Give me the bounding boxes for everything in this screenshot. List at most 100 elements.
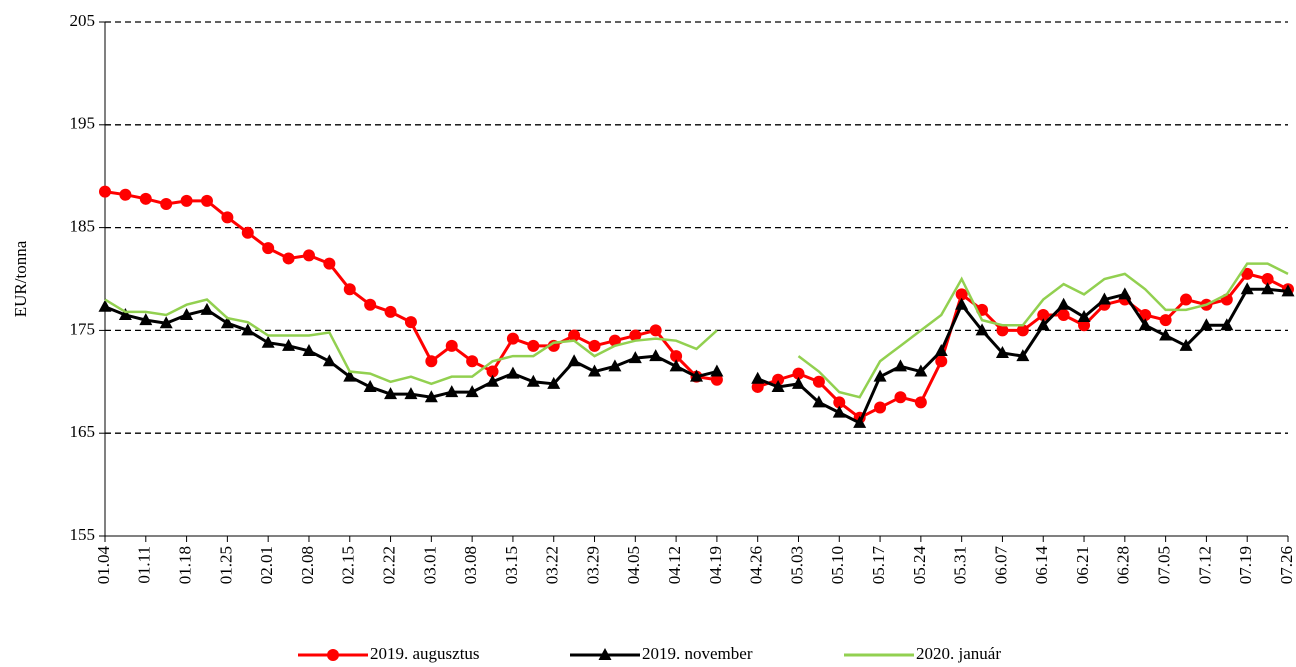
marker xyxy=(975,323,989,336)
marker xyxy=(322,354,336,367)
marker xyxy=(200,302,214,315)
x-tick-label: 02.01 xyxy=(257,546,276,584)
marker xyxy=(873,369,887,382)
marker xyxy=(119,188,132,201)
legend-marker xyxy=(598,648,612,660)
x-tick-label: 05.03 xyxy=(787,546,806,584)
series-line xyxy=(104,262,1289,399)
marker xyxy=(1261,273,1274,285)
marker xyxy=(241,323,255,336)
marker xyxy=(832,405,846,418)
marker xyxy=(200,194,213,207)
marker xyxy=(445,339,458,352)
x-tick-label: 04.05 xyxy=(624,546,643,584)
x-tick-label: 07.19 xyxy=(1236,546,1255,584)
x-tick-label: 01.25 xyxy=(216,546,235,584)
marker xyxy=(1016,349,1030,362)
marker xyxy=(608,359,622,372)
x-tick-label: 02.22 xyxy=(379,546,398,584)
x-tick-label: 05.31 xyxy=(951,546,970,584)
marker xyxy=(363,379,377,392)
marker xyxy=(343,369,357,382)
marker xyxy=(608,334,621,347)
marker xyxy=(323,257,336,270)
marker xyxy=(1180,293,1193,306)
marker xyxy=(466,355,479,368)
x-tick-label: 03.22 xyxy=(543,546,562,584)
x-tick-label: 01.18 xyxy=(175,546,194,584)
x-tick-label: 06.21 xyxy=(1073,546,1092,584)
marker xyxy=(302,343,316,356)
marker xyxy=(874,401,887,414)
x-tick-label: 01.04 xyxy=(94,546,113,585)
marker xyxy=(425,355,438,368)
x-tick-label: 03.15 xyxy=(502,546,521,584)
marker xyxy=(262,242,275,255)
marker xyxy=(1037,308,1050,321)
marker xyxy=(995,346,1009,359)
marker xyxy=(282,338,296,351)
marker xyxy=(220,316,234,329)
marker xyxy=(547,376,561,389)
marker xyxy=(98,299,112,312)
marker xyxy=(772,373,785,386)
marker xyxy=(1241,267,1254,280)
marker xyxy=(526,374,540,387)
marker xyxy=(180,307,194,320)
y-tick-label: 165 xyxy=(70,422,96,441)
marker xyxy=(506,366,520,379)
marker xyxy=(955,288,968,301)
marker xyxy=(1240,282,1254,295)
marker xyxy=(139,192,152,205)
marker xyxy=(710,373,723,386)
marker xyxy=(934,343,948,356)
marker xyxy=(180,194,193,207)
marker xyxy=(384,387,398,400)
marker xyxy=(649,349,663,362)
marker xyxy=(343,283,356,296)
legend-label: 2019. november xyxy=(642,644,753,663)
marker xyxy=(1078,319,1091,332)
marker xyxy=(894,391,907,404)
marker xyxy=(791,376,805,389)
marker xyxy=(893,359,907,372)
marker xyxy=(159,316,173,329)
marker xyxy=(935,355,948,368)
marker xyxy=(710,364,724,377)
marker xyxy=(833,396,846,409)
x-tick-label: 05.17 xyxy=(869,546,888,585)
marker xyxy=(1118,287,1132,300)
marker xyxy=(1281,284,1295,297)
marker xyxy=(1220,318,1234,331)
marker xyxy=(424,390,438,403)
marker xyxy=(914,364,928,377)
marker xyxy=(404,387,418,400)
marker xyxy=(1036,318,1050,331)
marker xyxy=(751,371,765,384)
legend-label: 2020. január xyxy=(916,644,1001,663)
marker xyxy=(445,385,459,398)
marker xyxy=(1139,308,1152,321)
marker xyxy=(690,369,703,382)
y-tick-label: 185 xyxy=(70,217,96,236)
marker xyxy=(914,396,927,409)
marker xyxy=(649,324,662,337)
marker xyxy=(812,375,825,388)
marker xyxy=(588,339,601,352)
x-tick-label: 04.19 xyxy=(706,546,725,584)
marker xyxy=(812,395,826,408)
legend-label: 2019. augusztus xyxy=(370,644,480,663)
x-tick-label: 06.07 xyxy=(991,545,1010,584)
x-tick-label: 03.29 xyxy=(583,546,602,584)
x-tick-label: 04.12 xyxy=(665,546,684,584)
marker xyxy=(465,385,479,398)
marker xyxy=(670,350,683,363)
marker xyxy=(1057,297,1071,310)
marker xyxy=(404,316,417,329)
x-tick-label: 06.28 xyxy=(1114,546,1133,584)
y-axis-label: EUR/tonna xyxy=(11,240,30,317)
marker xyxy=(99,185,111,198)
marker xyxy=(527,339,540,352)
marker xyxy=(139,313,153,326)
legend-marker xyxy=(327,649,339,661)
